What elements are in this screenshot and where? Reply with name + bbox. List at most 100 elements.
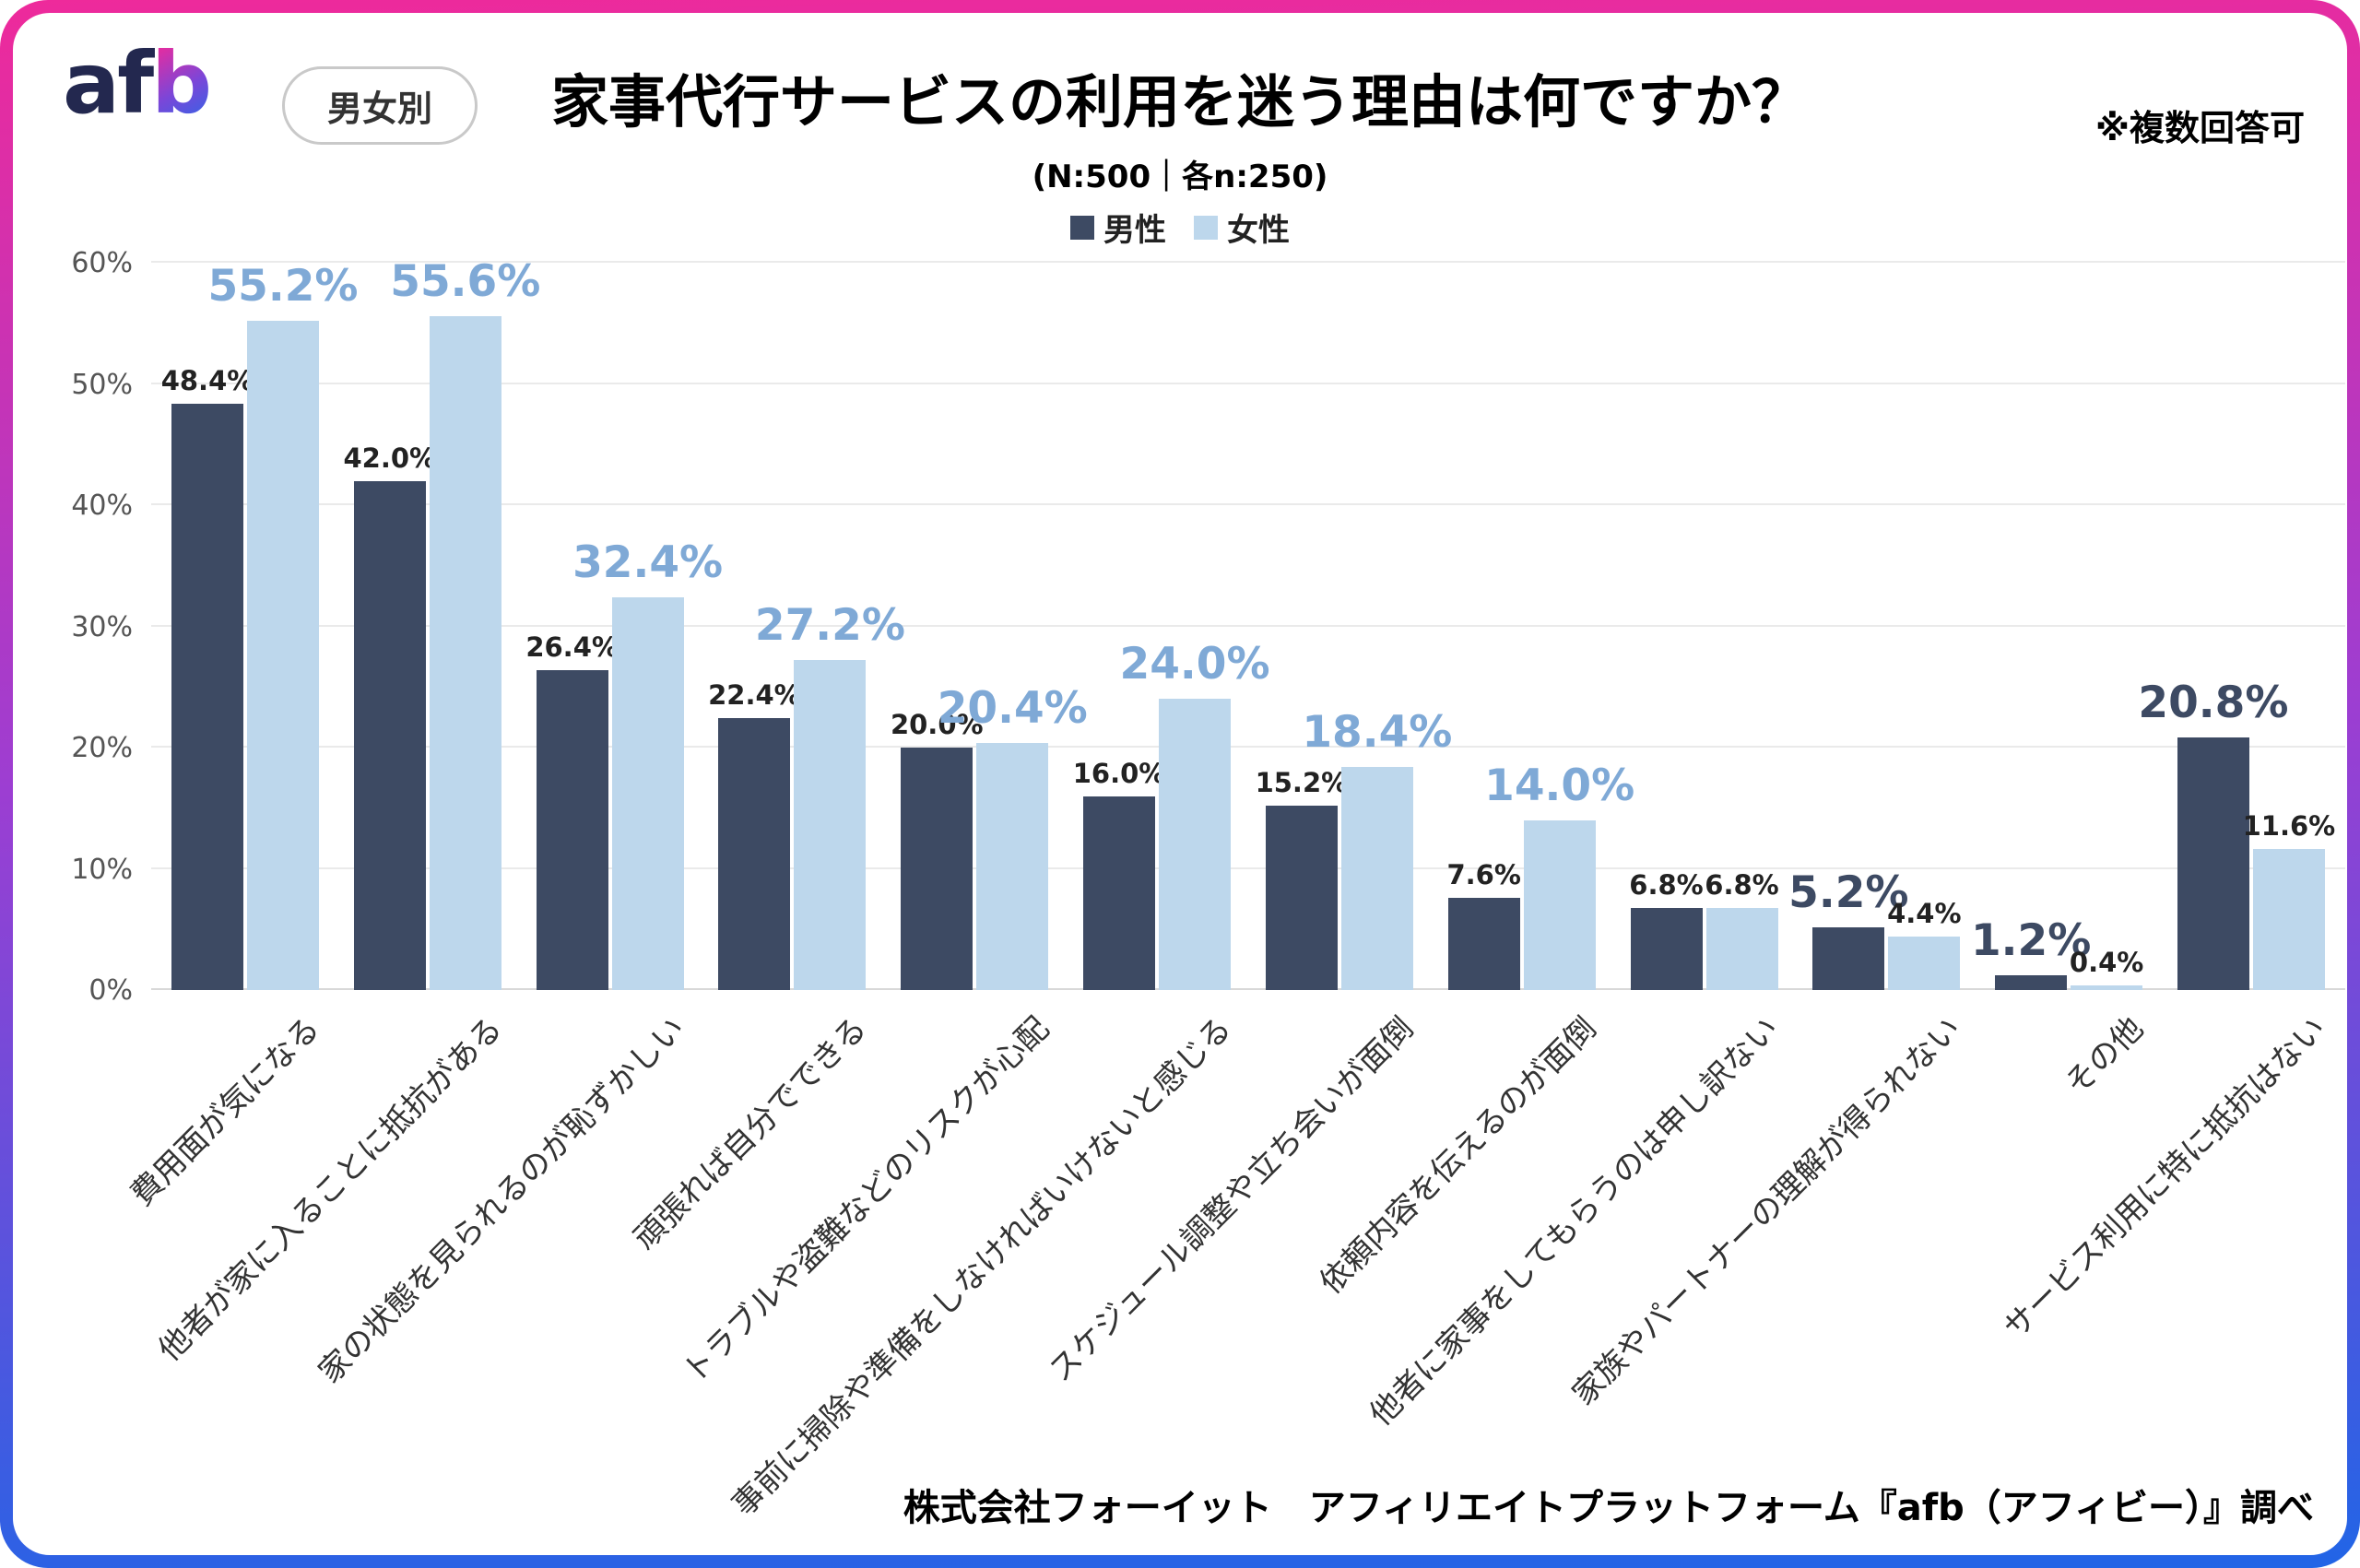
bar-slot: 26.4% <box>525 263 619 990</box>
bar-slot: 5.2% <box>1788 263 1908 990</box>
bar-male <box>1083 796 1156 990</box>
bar-group: 7.6% 14.0% <box>1446 263 1634 990</box>
gridline <box>151 624 2345 627</box>
bar-slot: 20.0% <box>891 263 984 990</box>
bar-slot: 55.2% <box>207 261 359 990</box>
bar-female <box>611 596 684 990</box>
logo-b: b <box>151 34 212 133</box>
bar-male <box>901 748 974 990</box>
bar-male <box>1447 898 1520 990</box>
bar-group: 5.2% 4.4% <box>1788 263 1962 990</box>
y-tick-label: 0% <box>88 974 133 1007</box>
bar-male <box>1265 806 1338 990</box>
y-tick-label: 50% <box>71 368 133 401</box>
source-credit: 株式会社フォーイット アフィリエイトプラットフォーム『afb（アフィビー）』調べ <box>903 1487 2314 1529</box>
bar-slot: 16.0% <box>1073 263 1165 990</box>
bar-group: 42.0% 55.6% <box>344 256 540 990</box>
category-label: スケジュール調整や立ち会いが面倒 <box>1042 1009 1422 1389</box>
bar-slot: 11.6% <box>2243 263 2335 990</box>
bar-group: 20.0% 20.4% <box>891 263 1088 990</box>
category-label: 家族やパートナーの理解が得られない <box>1565 1009 1969 1413</box>
value-label-male: 6.8% <box>1629 868 1704 901</box>
bar-slot: 6.8% <box>1629 263 1704 990</box>
bar-slot: 27.2% <box>755 263 905 990</box>
value-label-male: 26.4% <box>525 631 619 663</box>
legend: 男性 女性 <box>13 205 2347 250</box>
bar-female <box>1705 907 1778 990</box>
bar-slot: 6.8% <box>1705 263 1779 990</box>
gridline <box>151 746 2345 748</box>
bar-male <box>1630 907 1703 990</box>
bar-female <box>1888 937 1961 990</box>
gender-badge: 男女別 <box>282 66 478 145</box>
value-label-female: 14.0% <box>1484 760 1635 811</box>
bar-group: 6.8% 6.8% <box>1629 263 1779 990</box>
category-label: サービス利用に特に抵抗はない <box>1997 1009 2333 1347</box>
y-tick-label: 60% <box>71 247 133 279</box>
value-label-male: 20.8% <box>2138 678 2289 729</box>
y-tick-label: 30% <box>71 610 133 643</box>
bar-male <box>2177 737 2249 990</box>
value-label-male: 20.0% <box>890 709 984 740</box>
bar-group: 15.2% 18.4% <box>1256 263 1452 990</box>
bar-male <box>171 403 243 990</box>
value-label-female: 27.2% <box>754 600 905 652</box>
bar-slot: 14.0% <box>1484 263 1634 990</box>
legend-label-male: 男性 <box>1103 212 1166 249</box>
bar-group: 26.4% 32.4% <box>525 263 723 990</box>
chart-title: 家事代行サービスの利用を迷う理由は何ですか？ <box>550 68 1809 136</box>
bar-female <box>2071 984 2143 990</box>
bar-male <box>1812 926 1885 990</box>
multiple-answers-note: ※複数回答可 <box>2095 108 2305 148</box>
bar-female <box>1159 699 1232 990</box>
bar-female <box>976 742 1049 990</box>
value-label-male: 42.0% <box>343 442 437 474</box>
bar-male <box>353 480 426 990</box>
category-label: 他者が家に入ることに抵抗がある <box>150 1009 510 1369</box>
plot-area: 48.4% 55.2% 42.0% 55.6% 26.4% 32.4% 22.4% 27.2%… <box>151 256 2345 990</box>
legend-label-female: 女性 <box>1227 212 1290 249</box>
value-label-male: 48.4% <box>160 364 254 396</box>
legend-item-female: 女性 <box>1194 205 1290 250</box>
bar-slot: 22.4% <box>708 263 801 990</box>
category-label: 家の状態を見られるのが恥ずかしい <box>311 1009 692 1391</box>
bar-slot: 20.4% <box>938 263 1088 990</box>
category-label: トラブルや盗難などのリスクが心配 <box>676 1009 1057 1391</box>
bar-slot: 20.8% <box>2138 263 2288 990</box>
bar-slot: 15.2% <box>1256 263 1348 990</box>
gridline <box>151 382 2345 384</box>
value-label-male: 1.2% <box>1970 915 2092 967</box>
bar-female <box>794 660 867 990</box>
bar-group: 1.2% 0.4% <box>1971 263 2144 990</box>
bar-slot: 42.0% <box>344 263 436 990</box>
value-label-male: 22.4% <box>708 679 801 712</box>
bar-female <box>2252 849 2325 990</box>
bar-group: 20.8% 11.6% <box>2138 263 2335 990</box>
bar-slot: 0.4% <box>2069 263 2144 990</box>
value-label-male: 15.2% <box>1255 767 1349 799</box>
value-label-female: 4.4% <box>1887 898 1962 930</box>
legend-swatch-female <box>1194 215 1218 240</box>
legend-swatch-male <box>1070 215 1094 240</box>
bar-female <box>1340 767 1413 990</box>
logo-af: af <box>63 34 154 133</box>
value-label-male: 16.0% <box>1072 757 1166 789</box>
value-label-female: 0.4% <box>2069 946 2144 978</box>
bar-slot: 55.6% <box>390 256 540 990</box>
bar-slot: 48.4% <box>161 263 254 990</box>
bar-slot: 18.4% <box>1302 263 1452 990</box>
value-label-female: 6.8% <box>1705 868 1779 901</box>
value-label-male: 7.6% <box>1446 859 1521 891</box>
value-label-female: 20.4% <box>937 682 1088 734</box>
bar-groups: 48.4% 55.2% 42.0% 55.6% 26.4% 32.4% 22.4% 27.2%… <box>151 256 2345 990</box>
gridline <box>151 503 2345 505</box>
y-axis: 0% 10% 20% 30% 40% 50% 60% <box>41 247 133 1007</box>
afb-logo: afb <box>63 34 212 133</box>
category-label: 費用面が気になる <box>124 1009 327 1214</box>
gridline <box>151 988 2345 990</box>
bar-male <box>718 718 791 990</box>
bar-female <box>429 315 502 990</box>
x-labels: 費用面が気になる 他者が家に入ることに抵抗がある 家の状態を見られるのが恥ずかしい頑… <box>124 992 2345 1545</box>
bar-male <box>1995 975 2068 990</box>
